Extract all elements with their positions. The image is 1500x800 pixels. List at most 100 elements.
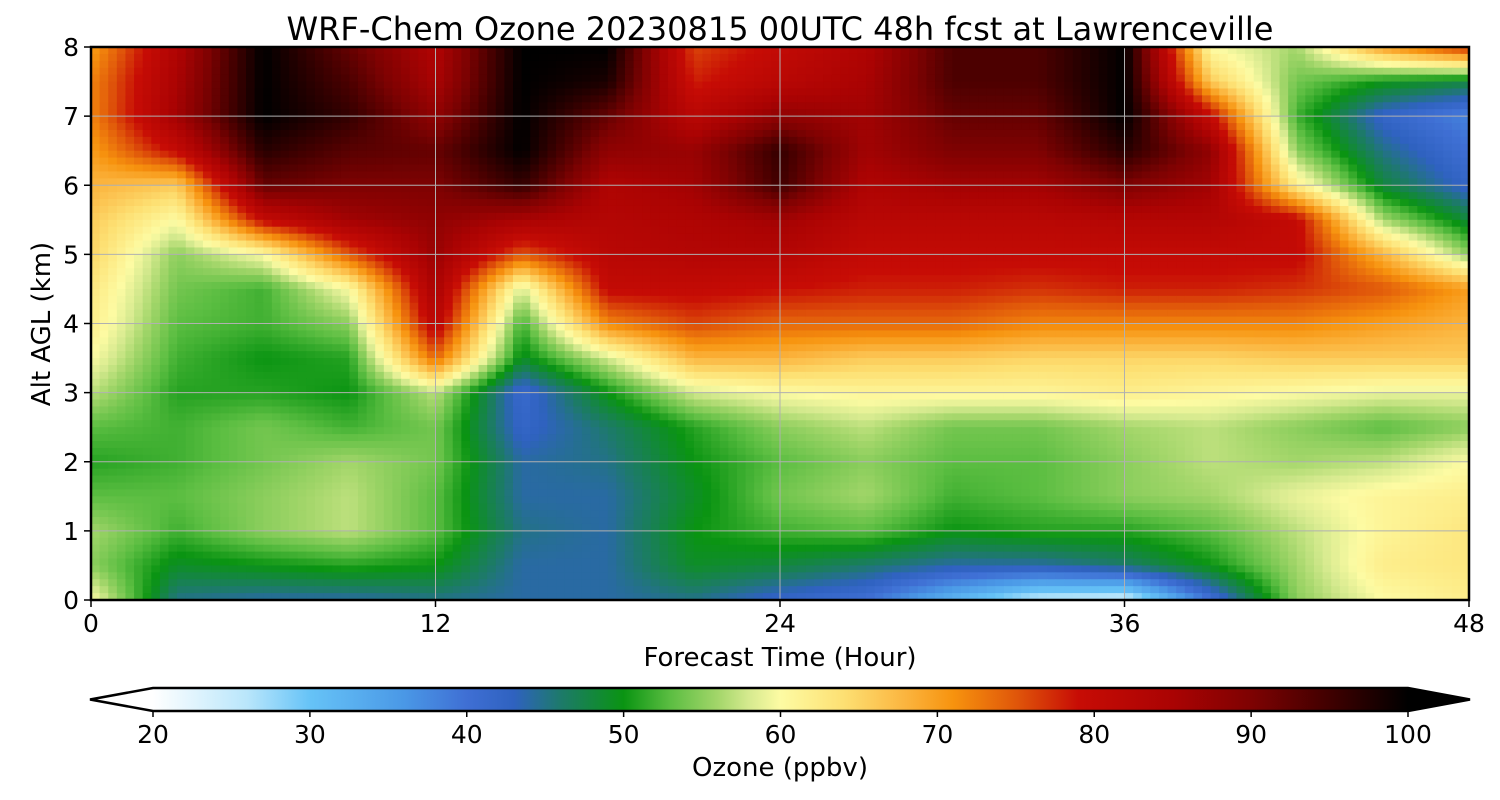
heatmap-cell (891, 88, 902, 96)
heatmap-cell (297, 81, 307, 90)
heatmap-cell (556, 95, 566, 103)
heatmap-cell (202, 157, 213, 166)
heatmap-cell (599, 129, 609, 138)
heatmap-cell (995, 74, 1005, 83)
heatmap-cell (1124, 212, 1134, 221)
heatmap-cell (995, 254, 1005, 262)
heatmap-cell (1184, 192, 1194, 200)
heatmap-cell (159, 53, 170, 62)
heatmap-cell (728, 60, 738, 69)
heatmap-cell (607, 178, 617, 186)
heatmap-cell (366, 116, 376, 124)
heatmap-cell (857, 164, 867, 173)
heatmap-cell (1408, 240, 1418, 249)
heatmap-cell (151, 240, 161, 249)
heatmap-cell (1227, 226, 1238, 235)
heatmap-cell (676, 60, 686, 69)
heatmap-cell (1150, 143, 1160, 152)
heatmap-cell (108, 164, 118, 173)
heatmap-cell (392, 178, 402, 186)
heatmap-cell (185, 233, 195, 242)
heatmap-cell (246, 233, 256, 242)
heatmap-cell (1150, 150, 1160, 159)
heatmap-cell (633, 74, 643, 83)
heatmap-cell (1227, 60, 1238, 69)
heatmap-cell (1055, 205, 1065, 214)
heatmap-cell (935, 60, 945, 69)
heatmap-cell (616, 240, 626, 249)
heatmap-cell (1133, 53, 1143, 62)
heatmap-cell (823, 129, 833, 138)
heatmap-cell (883, 88, 893, 96)
heatmap-cell (1425, 212, 1436, 221)
heatmap-cell (1339, 136, 1350, 145)
heatmap-cell (323, 116, 333, 124)
heatmap-cell (116, 178, 127, 186)
heatmap-cell (702, 123, 712, 131)
heatmap-cell (814, 233, 824, 242)
heatmap-cell (797, 164, 807, 173)
heatmap-cell (435, 102, 445, 110)
heatmap-cell (1245, 240, 1255, 249)
heatmap-cell (1158, 123, 1169, 131)
heatmap-cell (900, 81, 910, 90)
heatmap-cell (797, 185, 807, 193)
heatmap-cell (1029, 219, 1039, 228)
heatmap-cell (513, 123, 523, 131)
heatmap-cell (874, 205, 884, 214)
heatmap-cell (762, 95, 772, 103)
heatmap-cell (1107, 178, 1117, 186)
heatmap-cell (1322, 60, 1332, 69)
heatmap-cell (831, 254, 841, 262)
heatmap-cell (590, 109, 600, 117)
heatmap-cell (581, 81, 592, 90)
heatmap-cell (151, 60, 161, 69)
heatmap-cell (995, 212, 1005, 221)
heatmap-cell (297, 199, 307, 207)
heatmap-cell (134, 95, 144, 103)
heatmap-cell (780, 74, 790, 83)
heatmap-cell (840, 247, 850, 255)
heatmap-cell (1124, 60, 1134, 69)
heatmap-cell (1331, 219, 1341, 228)
heatmap-cell (194, 47, 204, 55)
heatmap-cell (538, 53, 549, 62)
heatmap-cell (108, 53, 118, 62)
heatmap-cell (1227, 129, 1238, 138)
heatmap-cell (633, 185, 643, 193)
heatmap-cell (823, 123, 833, 131)
heatmap-cell (935, 199, 945, 207)
heatmap-cell (314, 150, 325, 159)
heatmap-cell (659, 240, 669, 249)
heatmap-cell (1270, 192, 1281, 200)
heatmap-cell (220, 136, 230, 145)
heatmap-cell (573, 171, 583, 179)
heatmap-cell (1253, 192, 1263, 200)
heatmap-cell (642, 109, 652, 117)
heatmap-cell (1167, 205, 1177, 214)
heatmap-cell (177, 178, 187, 186)
heatmap-cell (1434, 102, 1444, 110)
heatmap-cell (1365, 171, 1375, 179)
heatmap-cell (409, 74, 419, 83)
heatmap-cell (366, 261, 376, 269)
heatmap-cell (220, 88, 230, 96)
heatmap-cell (237, 95, 247, 103)
heatmap-cell (926, 254, 936, 262)
heatmap-cell (254, 212, 264, 221)
heatmap-cell (357, 109, 368, 117)
heatmap-cell (194, 81, 204, 90)
heatmap-cell (1236, 247, 1246, 255)
heatmap-cell (487, 205, 497, 214)
heatmap-cell (1107, 67, 1117, 76)
heatmap-cell (538, 178, 549, 186)
heatmap-cell (995, 226, 1005, 235)
heatmap-cell (805, 136, 816, 145)
heatmap-cell (1313, 240, 1324, 249)
heatmap-cell (538, 60, 549, 69)
heatmap-cell (349, 157, 359, 166)
heatmap-cell (1305, 74, 1315, 83)
heatmap-cell (125, 219, 135, 228)
heatmap-cell (478, 171, 488, 179)
heatmap-cell (349, 192, 359, 200)
